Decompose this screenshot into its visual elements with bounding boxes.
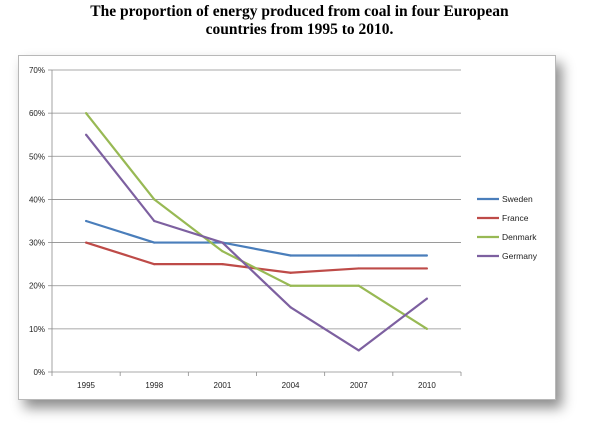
- y-tick-label: 50%: [29, 152, 45, 161]
- x-tick-label: 1995: [77, 381, 95, 390]
- data-point-denmark: [153, 198, 156, 201]
- data-point-germany: [153, 219, 156, 223]
- data-point-denmark: [84, 112, 88, 115]
- legend-label-france: France: [502, 213, 529, 223]
- data-point-denmark: [221, 250, 224, 253]
- data-point-germany: [84, 133, 88, 136]
- y-tick-label: 60%: [29, 109, 45, 118]
- chart-title: The proportion of energy produced from c…: [0, 3, 599, 39]
- data-point-france: [153, 263, 156, 266]
- data-point-sweden: [357, 254, 360, 257]
- data-point-sweden: [84, 219, 88, 223]
- data-point-sweden: [289, 254, 292, 257]
- data-point-germany: [357, 349, 360, 352]
- y-tick-label: 30%: [29, 239, 45, 248]
- y-tick-label: 70%: [29, 66, 45, 75]
- x-tick-label: 2004: [282, 381, 300, 390]
- y-tick-label: 20%: [29, 282, 45, 291]
- data-point-denmark: [357, 284, 360, 287]
- data-point-france: [84, 241, 88, 244]
- x-tick-label: 2010: [418, 381, 436, 390]
- y-tick-label: 0%: [33, 368, 45, 377]
- series-line-denmark: [85, 112, 428, 330]
- data-point-france: [289, 271, 292, 274]
- series-line-germany: [85, 134, 428, 352]
- data-point-germany: [289, 306, 292, 309]
- data-point-denmark: [425, 327, 429, 330]
- series-line-sweden: [85, 219, 427, 257]
- x-tick-label: 1998: [145, 381, 163, 390]
- data-point-france: [221, 263, 224, 266]
- chart-title-line-1: The proportion of energy produced from c…: [90, 3, 509, 20]
- chart-title-line-2: countries from 1995 to 2010.: [205, 21, 394, 38]
- y-tick-label: 40%: [29, 195, 45, 204]
- data-point-germany: [425, 297, 429, 300]
- data-point-sweden: [425, 254, 429, 257]
- data-point-germany: [221, 241, 224, 244]
- data-point-france: [357, 267, 360, 270]
- data-point-france: [425, 267, 429, 270]
- data-point-sweden: [153, 241, 156, 244]
- x-tick-label: 2001: [214, 381, 232, 390]
- data-point-denmark: [289, 284, 292, 287]
- y-tick-label: 10%: [29, 325, 45, 334]
- legend-label-sweden: Sweden: [502, 194, 533, 204]
- x-tick-label: 2007: [350, 381, 368, 390]
- legend-label-denmark: Denmark: [502, 232, 537, 242]
- legend-label-germany: Germany: [502, 251, 538, 261]
